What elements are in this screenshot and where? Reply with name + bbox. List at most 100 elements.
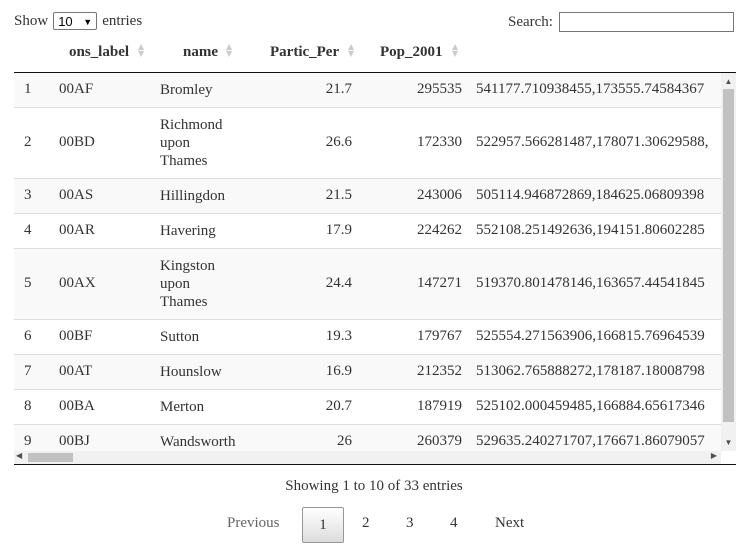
table-row: 1 00AF Bromley 21.7 295535 541177.710938…: [14, 73, 721, 108]
cell-partic-per: 26: [337, 433, 352, 449]
cell-partic-per: 24.4: [325, 275, 352, 291]
scroll-up-icon[interactable]: ▲: [724, 77, 733, 86]
cell-ons-label: 00BD: [59, 134, 95, 150]
cell-partic-per: 26.6: [325, 134, 352, 150]
cell-pop-2001: 172330: [417, 134, 462, 150]
entries-select[interactable]: 10 ▼: [53, 12, 98, 30]
scroll-right-icon[interactable]: ▶: [710, 451, 717, 460]
header-divider: [14, 72, 736, 73]
length-menu: Show 10 ▼ entries: [14, 12, 142, 30]
cell-pop-2001: 260379: [417, 433, 462, 449]
search-label: Search:: [508, 13, 553, 30]
cell-ons-label: 00BA: [59, 398, 95, 414]
cell-pop-2001: 243006: [417, 187, 462, 203]
table-row: 8 00BA Merton 20.7 187919 525102.0004594…: [14, 390, 721, 425]
cell-coordinates: 529635.240271707,176671.86079057: [476, 433, 705, 449]
cell-coordinates: 513062.765888272,178187.18008798: [476, 363, 705, 379]
cell-pop-2001: 224262: [417, 222, 462, 238]
column-header-name[interactable]: name: [183, 44, 218, 60]
cell-partic-per: 16.9: [325, 363, 352, 379]
search-area: Search:: [508, 12, 734, 32]
vertical-scroll-thumb[interactable]: [723, 89, 734, 422]
cell-coordinates: 552108.251492636,194151.80602285: [476, 222, 705, 238]
table-header: ons_label ▲ ▼ name ▲ ▼ Partic_Per ▲ ▼ Pop_2…: [14, 34, 736, 72]
cell-partic-per: 21.5: [325, 187, 352, 203]
sort-arrows-icon: ▲ ▼: [226, 42, 233, 58]
cell-pop-2001: 179767: [417, 328, 462, 344]
cell-pop-2001: 147271: [417, 275, 462, 291]
row-index: 7: [24, 363, 32, 379]
sort-arrows-icon: ▲ ▼: [138, 42, 145, 58]
row-index: 3: [24, 187, 32, 203]
cell-pop-2001: 212352: [417, 363, 462, 379]
cell-name: Wandsworth: [160, 434, 236, 450]
scroll-down-icon[interactable]: ▼: [724, 438, 733, 447]
scroll-left-icon[interactable]: ◀: [16, 451, 23, 460]
cell-ons-label: 00AS: [59, 187, 94, 203]
page-button-2[interactable]: 2: [362, 515, 370, 531]
row-index: 9: [24, 433, 32, 449]
page-button-3[interactable]: 3: [406, 515, 414, 531]
cell-name: Sutton: [160, 329, 200, 345]
cell-name: Bromley: [160, 82, 213, 98]
table-row: 2 00BD Richmond upon Thames 26.6 172330 …: [14, 108, 721, 179]
cell-coordinates: 541177.710938455,173555.74584367: [476, 81, 705, 97]
entries-select-value: 10: [58, 13, 73, 29]
cell-ons-label: 00BF: [59, 328, 93, 344]
cell-name: Havering: [160, 223, 216, 239]
cell-ons-label: 00AF: [59, 81, 94, 97]
cell-ons-label: 00BJ: [59, 433, 90, 449]
cell-coordinates: 522957.566281487,178071.30629588,: [476, 134, 709, 150]
table-info: Showing 1 to 10 of 33 entries: [285, 478, 463, 494]
cell-ons-label: 00AR: [59, 222, 95, 238]
table-row: 4 00AR Havering 17.9 224262 552108.25149…: [14, 214, 721, 249]
length-label-entries: entries: [102, 12, 143, 29]
cell-coordinates: 505114.946872869,184625.06809398: [476, 187, 705, 203]
page-button-1[interactable]: 1: [302, 507, 344, 543]
cell-partic-per: 19.3: [325, 328, 352, 344]
cell-partic-per: 21.7: [325, 81, 352, 97]
row-index: 4: [24, 222, 32, 238]
vertical-scrollbar[interactable]: ▲ ▼: [721, 73, 736, 451]
cell-ons-label: 00AX: [59, 275, 96, 291]
cell-coordinates: 519370.801478146,163657.44541845: [476, 275, 705, 291]
cell-name: Kingston upon Thames: [160, 258, 216, 310]
length-label-show: Show: [14, 12, 49, 29]
cell-name: Hounslow: [160, 364, 222, 380]
table-row: 9 00BJ Wandsworth 26 260379 529635.24027…: [14, 425, 721, 451]
column-header-partic-per[interactable]: Partic_Per: [270, 44, 340, 60]
column-header-ons-label[interactable]: ons_label: [69, 44, 130, 60]
cell-coordinates: 525102.000459485,166884.65617346: [476, 398, 705, 414]
next-page-button[interactable]: Next: [495, 515, 525, 531]
search-input[interactable]: [558, 12, 734, 32]
cell-pop-2001: 295535: [417, 81, 462, 97]
table-bottom-border: [14, 464, 736, 465]
table-row: 5 00AX Kingston upon Thames 24.4 147271 …: [14, 249, 721, 320]
sort-arrows-icon: ▲ ▼: [452, 42, 459, 58]
sort-arrows-icon: ▲ ▼: [348, 42, 355, 58]
cell-pop-2001: 187919: [417, 398, 462, 414]
chevron-down-icon: ▼: [83, 17, 93, 27]
page-button-4[interactable]: 4: [450, 515, 458, 531]
cell-ons-label: 00AT: [59, 363, 93, 379]
table-row: 3 00AS Hillingdon 21.5 243006 505114.946…: [14, 179, 721, 214]
cell-name: Hillingdon: [160, 188, 226, 204]
row-index: 2: [24, 134, 32, 150]
row-index: 5: [24, 275, 32, 291]
table-row: 7 00AT Hounslow 16.9 212352 513062.76588…: [14, 355, 721, 390]
horizontal-scroll-thumb[interactable]: [28, 453, 73, 462]
cell-partic-per: 20.7: [325, 398, 352, 414]
pagination: Previous 1 2 3 4 Next: [0, 507, 748, 543]
previous-page-button[interactable]: Previous: [227, 515, 280, 531]
table-body: 1 00AF Bromley 21.7 295535 541177.710938…: [14, 73, 736, 451]
column-header-pop-2001[interactable]: Pop_2001: [380, 44, 443, 60]
row-index: 1: [24, 81, 32, 97]
row-index: 8: [24, 398, 32, 414]
horizontal-scrollbar[interactable]: ◀ ▶: [14, 451, 721, 464]
cell-coordinates: 525554.271563906,166815.76964539: [476, 328, 705, 344]
cell-partic-per: 17.9: [325, 222, 352, 238]
cell-name: Merton: [160, 399, 205, 415]
row-index: 6: [24, 328, 32, 344]
table-row: 6 00BF Sutton 19.3 179767 525554.2715639…: [14, 320, 721, 355]
cell-name: Richmond upon Thames: [160, 117, 223, 169]
